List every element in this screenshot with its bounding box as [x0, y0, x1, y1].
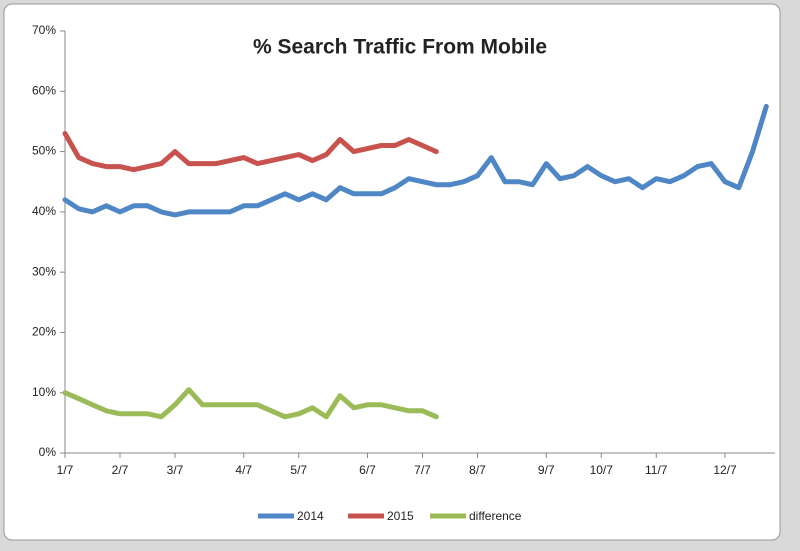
x-tick-label: 5/7 [290, 463, 307, 477]
series-line [62, 131, 439, 173]
y-tick-label: 40% [32, 204, 56, 218]
x-tick-label: 8/7 [469, 463, 486, 477]
x-tick-label: 6/7 [359, 463, 376, 477]
x-tick-label: 10/7 [590, 463, 614, 477]
legend-label: 2014 [297, 509, 324, 523]
y-tick-label: 0% [39, 445, 57, 459]
y-tick-label: 20% [32, 325, 56, 339]
chart-title: % Search Traffic From Mobile [253, 36, 547, 59]
legend-label: 2015 [387, 509, 414, 523]
y-tick-label: 50% [32, 144, 56, 158]
chart-area [3, 3, 781, 541]
y-tick-label: 70% [32, 23, 56, 37]
x-tick-label: 11/7 [645, 463, 668, 477]
y-tick-label: 10% [32, 385, 56, 399]
series-line [62, 387, 439, 420]
x-tick-label: 7/7 [414, 463, 431, 477]
x-tick-label: 4/7 [235, 463, 252, 477]
legend-label: difference [469, 509, 522, 523]
x-tick-label: 2/7 [112, 463, 129, 477]
x-tick-label: 9/7 [538, 463, 555, 477]
series-line [62, 103, 769, 218]
y-tick-label: 30% [32, 264, 56, 278]
x-tick-label: 1/7 [57, 463, 74, 477]
y-tick-label: 60% [32, 83, 56, 97]
x-tick-label: 3/7 [167, 463, 184, 477]
x-tick-label: 12/7 [713, 463, 737, 477]
